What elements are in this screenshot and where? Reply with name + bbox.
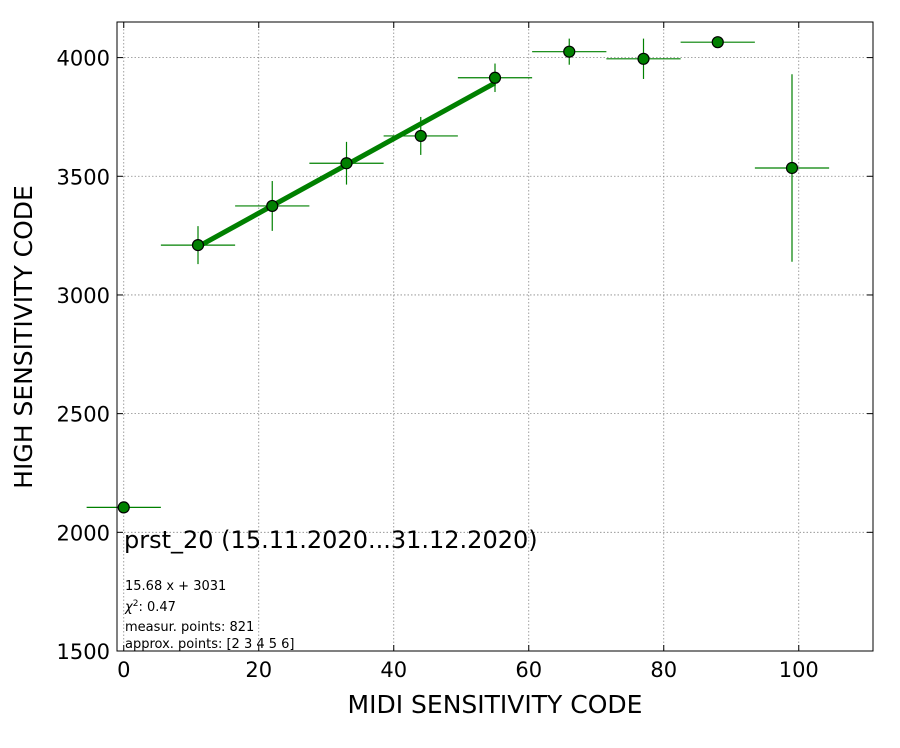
grid — [117, 22, 873, 652]
data-point — [191, 239, 205, 252]
x-tick-label: 20 — [245, 658, 272, 682]
ticks — [117, 22, 873, 652]
y-tick-label: 1500 — [57, 640, 110, 664]
y-tick-label: 4000 — [57, 47, 110, 71]
y-tick-label: 2500 — [57, 403, 110, 427]
y-tick-label: 3000 — [57, 284, 110, 308]
plot-frame — [116, 21, 874, 652]
data-point — [637, 52, 650, 65]
measured-points-annotation: measur. points: 821 — [125, 620, 254, 635]
x-tick-label: 60 — [515, 658, 542, 682]
x-axis-label: MIDI SENSITIVITY CODE — [348, 690, 643, 719]
x-tick-label: 100 — [779, 658, 819, 682]
data-point — [266, 199, 279, 213]
y-tick-label: 2000 — [57, 521, 110, 545]
x-tick-label: 0 — [117, 658, 130, 682]
data-point — [563, 45, 576, 58]
x-tick-label: 80 — [650, 658, 677, 682]
x-tick-label: 40 — [380, 658, 407, 682]
errorbars — [86, 38, 830, 508]
chi-square-annotation: χ2: 0.47 — [124, 599, 176, 615]
data-point — [785, 161, 799, 175]
y-tick-label: 3500 — [57, 165, 110, 189]
approx-points-annotation: approx. points: [2 3 4 5 6] — [125, 637, 295, 652]
data-point — [414, 129, 427, 143]
data-point — [117, 501, 130, 514]
fit-equation: 15.68 x + 3031 — [125, 579, 226, 594]
data-point — [488, 71, 502, 84]
data-point — [711, 36, 724, 49]
markers — [117, 36, 799, 514]
dataset-annotation: prst_20 (15.11.2020...31.12.2020) — [124, 526, 538, 554]
tick-labels: 0 20 40 60 80 100 1500 2000 2500 3000 3500 4000 — [57, 47, 819, 682]
y-axis-label: HIGH SENSITIVITY CODE — [9, 185, 38, 489]
data-point — [340, 157, 353, 170]
